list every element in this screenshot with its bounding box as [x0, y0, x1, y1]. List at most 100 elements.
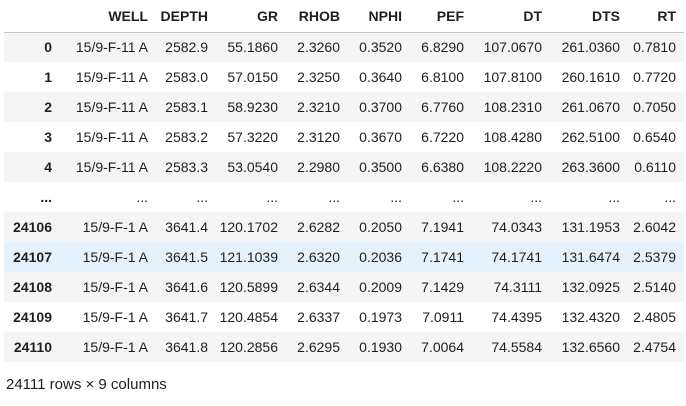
row-index: 24109 — [13, 309, 52, 325]
row-index: 1 — [44, 69, 52, 85]
table-cell: 2.4805 — [633, 309, 676, 325]
table-cell: 53.0540 — [227, 159, 278, 175]
table-cell: 2.3120 — [297, 129, 340, 145]
table-row: 0 15/9-F-11 A 2582.9 55.1860 2.3260 0.3520 6.8… — [4, 32, 684, 62]
column-header: RT — [628, 0, 684, 33]
table-cell: 15/9-F-11 A — [75, 69, 148, 85]
table-cell: 15/9-F-11 A — [75, 129, 148, 145]
table-cell: 132.6560 — [561, 339, 620, 355]
table-cell: 260.1610 — [561, 69, 620, 85]
shape-summary: 24111 rows × 9 columns — [6, 376, 167, 393]
table-row: 24107 15/9-F-1 A 3641.5 121.1039 2.6320 0.203… — [4, 242, 684, 272]
table-cell: 108.2310 — [483, 99, 542, 115]
table-cell: 0.1930 — [359, 339, 402, 355]
table-cell: 57.0150 — [227, 69, 278, 85]
table-cell: 6.8100 — [421, 69, 464, 85]
table-cell: 108.4280 — [483, 129, 542, 145]
table-cell: 7.1741 — [421, 249, 464, 265]
row-index: 2 — [44, 99, 52, 115]
column-header: GR — [216, 0, 286, 33]
table-cell: 55.1860 — [227, 39, 278, 56]
table-cell: 261.0670 — [561, 99, 620, 115]
table-cell: 0.2009 — [359, 279, 402, 295]
table-cell: 107.0670 — [483, 39, 542, 56]
table-cell: 0.3520 — [359, 39, 402, 56]
table-cell: ... — [608, 189, 620, 205]
table-cell: ... — [196, 189, 208, 205]
index-header — [4, 0, 60, 33]
table-cell: 0.7720 — [633, 69, 676, 85]
table-row: .............................. — [4, 182, 684, 212]
table-header: WELL DEPTH GR RHOB NPHI PEF DT DTS RT — [4, 0, 684, 33]
table-cell: 2.6344 — [297, 279, 340, 295]
table-row: 1 15/9-F-11 A 2583.0 57.0150 2.3250 0.3640 6.8… — [4, 62, 684, 92]
table-cell: 15/9-F-1 A — [82, 279, 148, 295]
dataframe-table: WELL DEPTH GR RHOB NPHI PEF DT DTS RT 0 15/9-F-11… — [4, 0, 684, 362]
table-cell: 121.1039 — [219, 249, 278, 265]
table-cell: 2.3250 — [297, 69, 340, 85]
table-cell: 15/9-F-11 A — [75, 99, 148, 115]
table-cell: 2583.3 — [165, 159, 208, 175]
table-cell: 7.0064 — [421, 339, 464, 355]
column-header: WELL — [60, 0, 156, 33]
row-index: 0 — [44, 39, 52, 56]
table-cell: 15/9-F-11 A — [75, 159, 148, 175]
table-cell: 15/9-F-1 A — [82, 249, 148, 265]
table-cell: 107.8100 — [483, 69, 542, 85]
table-cell: 2.6282 — [297, 219, 340, 235]
table-row: 24110 15/9-F-1 A 3641.8 120.2856 2.6295 0.193… — [4, 332, 684, 362]
column-header: PEF — [410, 0, 472, 33]
table-cell: 7.1941 — [421, 219, 464, 235]
table-cell: 2.6295 — [297, 339, 340, 355]
row-index: 3 — [44, 129, 52, 145]
table-cell: 0.2050 — [359, 219, 402, 235]
table-cell: 74.5584 — [491, 339, 542, 355]
table-cell: 74.0343 — [491, 219, 542, 235]
table-body: 0 15/9-F-11 A 2582.9 55.1860 2.3260 0.3520 6.8… — [4, 32, 684, 362]
table-cell: 2.3260 — [297, 39, 340, 56]
table-cell: ... — [390, 189, 402, 205]
table-cell: 2.6320 — [297, 249, 340, 265]
table-cell: ... — [266, 189, 278, 205]
table-cell: 15/9-F-11 A — [75, 39, 148, 56]
table-cell: 3641.6 — [165, 279, 208, 295]
table-cell: 74.4395 — [491, 309, 542, 325]
table-cell: 131.6474 — [561, 249, 620, 265]
table-cell: ... — [530, 189, 542, 205]
table-cell: 2.6337 — [297, 309, 340, 325]
table-cell: 261.0360 — [561, 39, 620, 56]
table-cell: 3641.4 — [165, 219, 208, 235]
table-cell: 2.5140 — [633, 279, 676, 295]
table-row: 24109 15/9-F-1 A 3641.7 120.4854 2.6337 0.197… — [4, 302, 684, 332]
table-cell: 2.6042 — [633, 219, 676, 235]
table-cell: 263.3600 — [561, 159, 620, 175]
table-cell: ... — [664, 189, 676, 205]
column-header: NPHI — [348, 0, 410, 33]
table-cell: 0.7810 — [633, 39, 676, 56]
row-index: 24106 — [13, 219, 52, 235]
table-cell: 7.0911 — [422, 309, 464, 325]
table-cell: ... — [328, 189, 340, 205]
table-cell: 132.4320 — [561, 309, 620, 325]
table-cell: 6.8290 — [421, 39, 464, 56]
table-cell: 2583.0 — [165, 69, 208, 85]
table-cell: 0.6540 — [633, 129, 676, 145]
table-cell: 0.6110 — [634, 159, 676, 175]
table-cell: 2.5379 — [633, 249, 676, 265]
table-cell: 58.9230 — [227, 99, 278, 115]
table-cell: 2.3210 — [297, 99, 340, 115]
table-cell: 3641.8 — [165, 339, 208, 355]
table-cell: 15/9-F-1 A — [82, 309, 148, 325]
table-cell: 120.5899 — [219, 279, 278, 295]
table-cell: 0.3670 — [359, 129, 402, 145]
table-cell: 0.3500 — [359, 159, 402, 175]
table-cell: 120.4854 — [219, 309, 278, 325]
table-cell: 3641.5 — [165, 249, 208, 265]
table-cell: 74.3111 — [493, 279, 542, 295]
table-row: 4 15/9-F-11 A 2583.3 53.0540 2.2980 0.3500 6.6… — [4, 152, 684, 182]
column-header: RHOB — [286, 0, 348, 33]
table-cell: ... — [452, 189, 464, 205]
table-cell: 6.6380 — [421, 159, 464, 175]
column-header: DTS — [550, 0, 628, 33]
table-cell: 6.7760 — [421, 99, 464, 115]
